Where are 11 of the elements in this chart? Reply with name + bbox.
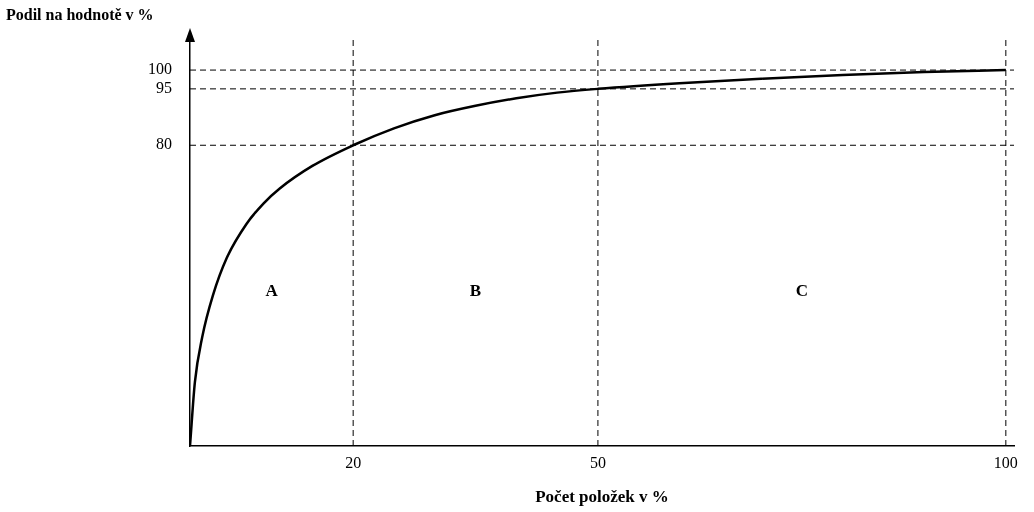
annotation: A	[265, 281, 279, 301]
y-tick-label: 95	[156, 79, 172, 97]
x-tick-label: 50	[589, 453, 606, 471]
x-tick-label: 20	[345, 453, 362, 471]
annotation: C	[795, 281, 809, 301]
y-tick-label: 80	[156, 135, 172, 153]
y-axis-title: Podil na hodnotě v %	[6, 6, 154, 24]
annotation: B	[469, 281, 482, 301]
y-tick-label: 100	[148, 60, 172, 78]
x-tick-label: 100	[993, 453, 1018, 471]
x-axis-title: Počet položek v %	[535, 487, 669, 507]
